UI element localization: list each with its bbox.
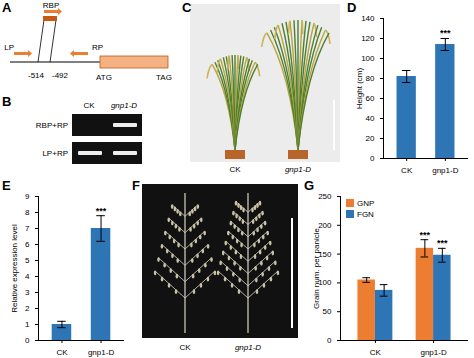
- svg-text:CK: CK: [401, 166, 413, 175]
- svg-text:120: 120: [361, 34, 375, 43]
- svg-text:0: 0: [25, 336, 30, 345]
- svg-text:100: 100: [361, 54, 375, 63]
- svg-text:0: 0: [327, 336, 332, 345]
- svg-text:100: 100: [318, 278, 332, 288]
- svg-text:ATG: ATG: [96, 73, 112, 82]
- svg-text:RBP+RP: RBP+RP: [36, 121, 68, 130]
- html-text:F: F: [132, 178, 140, 193]
- svg-text:LP: LP: [4, 43, 14, 52]
- svg-text:gnp1-D: gnp1-D: [88, 348, 114, 357]
- svg-text:CK: CK: [56, 348, 68, 357]
- html-text:GNP: GNP: [357, 199, 375, 208]
- svg-text:CK: CK: [83, 101, 95, 110]
- svg-text:CK: CK: [229, 165, 241, 174]
- svg-text:RBP: RBP: [43, 1, 59, 10]
- svg-text:7: 7: [25, 224, 30, 233]
- svg-text:-514: -514: [28, 71, 45, 80]
- html-text:B: B: [2, 94, 12, 109]
- svg-text:80: 80: [366, 74, 375, 83]
- html-text:D: D: [347, 0, 357, 15]
- svg-text:RP: RP: [92, 43, 103, 52]
- svg-text:6: 6: [25, 240, 30, 249]
- svg-text:250: 250: [318, 192, 332, 201]
- svg-text:140: 140: [361, 14, 375, 23]
- svg-text:***: ***: [96, 206, 107, 216]
- svg-text:4: 4: [25, 272, 30, 281]
- svg-text:Relative expression level: Relative expression level: [10, 224, 19, 313]
- svg-text:20: 20: [366, 134, 375, 143]
- svg-text:Grain num. per panicle: Grain num. per panicle: [312, 227, 321, 308]
- svg-text:0: 0: [370, 154, 375, 163]
- svg-text:3: 3: [25, 288, 30, 297]
- svg-text:gnp1-D: gnp1-D: [285, 165, 311, 174]
- svg-text:CK: CK: [179, 343, 191, 352]
- svg-text:CK: CK: [370, 348, 382, 357]
- svg-text:gnp1-D: gnp1-D: [432, 166, 458, 175]
- html-text:G: G: [304, 178, 315, 193]
- svg-text:Height (cm): Height (cm): [355, 67, 364, 109]
- svg-text:9: 9: [25, 192, 30, 201]
- svg-text:1: 1: [25, 320, 30, 329]
- svg-text:***: ***: [420, 230, 431, 240]
- html-text:C: C: [182, 0, 192, 15]
- svg-text:150: 150: [318, 249, 332, 259]
- svg-text:50: 50: [323, 307, 332, 316]
- svg-text:***: ***: [440, 28, 451, 38]
- svg-text:TAG: TAG: [156, 73, 172, 82]
- html-text:FGN: FGN: [357, 210, 374, 219]
- svg-text:gnp1-D: gnp1-D: [111, 101, 137, 110]
- html-text:A: A: [2, 0, 12, 15]
- svg-text:40: 40: [366, 114, 375, 123]
- svg-text:2: 2: [25, 304, 30, 313]
- svg-text:gnp1-D: gnp1-D: [420, 348, 446, 357]
- svg-text:-492: -492: [52, 71, 69, 80]
- svg-text:200: 200: [318, 220, 332, 230]
- svg-text:gnp1-D: gnp1-D: [235, 343, 261, 352]
- svg-text:LP+RP: LP+RP: [42, 149, 68, 158]
- svg-text:5: 5: [25, 256, 30, 265]
- html-text:E: E: [2, 178, 11, 193]
- svg-text:8: 8: [25, 208, 30, 217]
- svg-text:60: 60: [366, 94, 375, 103]
- svg-text:***: ***: [437, 238, 448, 248]
